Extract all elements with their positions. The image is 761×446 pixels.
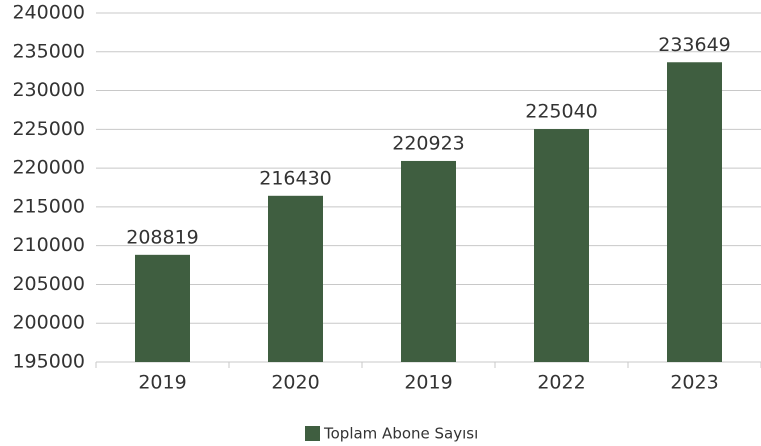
bar <box>401 160 456 362</box>
y-tick-label: 235000 <box>12 40 85 62</box>
y-tick-label: 205000 <box>12 273 85 295</box>
x-tick-label: 2019 <box>404 372 452 394</box>
y-tick-label: 195000 <box>12 351 85 373</box>
bar <box>667 62 722 363</box>
x-tick-label: 2022 <box>537 372 585 394</box>
data-label: 220923 <box>392 132 465 154</box>
y-tick-label: 240000 <box>12 2 85 24</box>
data-label: 216430 <box>259 167 332 189</box>
legend-label: Toplam Abone Sayısı <box>323 425 478 443</box>
data-label: 208819 <box>126 226 199 248</box>
y-tick-label: 210000 <box>12 234 85 256</box>
data-label: 225040 <box>525 101 598 123</box>
y-tick-label: 220000 <box>12 157 85 179</box>
bar <box>534 129 589 362</box>
y-tick-label: 230000 <box>12 79 85 101</box>
bar <box>268 195 323 362</box>
y-tick-label: 215000 <box>12 195 85 217</box>
y-tick-label: 200000 <box>12 312 85 334</box>
data-label: 233649 <box>658 34 731 56</box>
bar <box>135 254 190 362</box>
x-tick-label: 2023 <box>670 372 718 394</box>
x-tick-label: 2020 <box>271 372 319 394</box>
x-tick-label: 2019 <box>138 372 186 394</box>
y-tick-label: 225000 <box>12 118 85 140</box>
legend-swatch <box>305 426 320 441</box>
